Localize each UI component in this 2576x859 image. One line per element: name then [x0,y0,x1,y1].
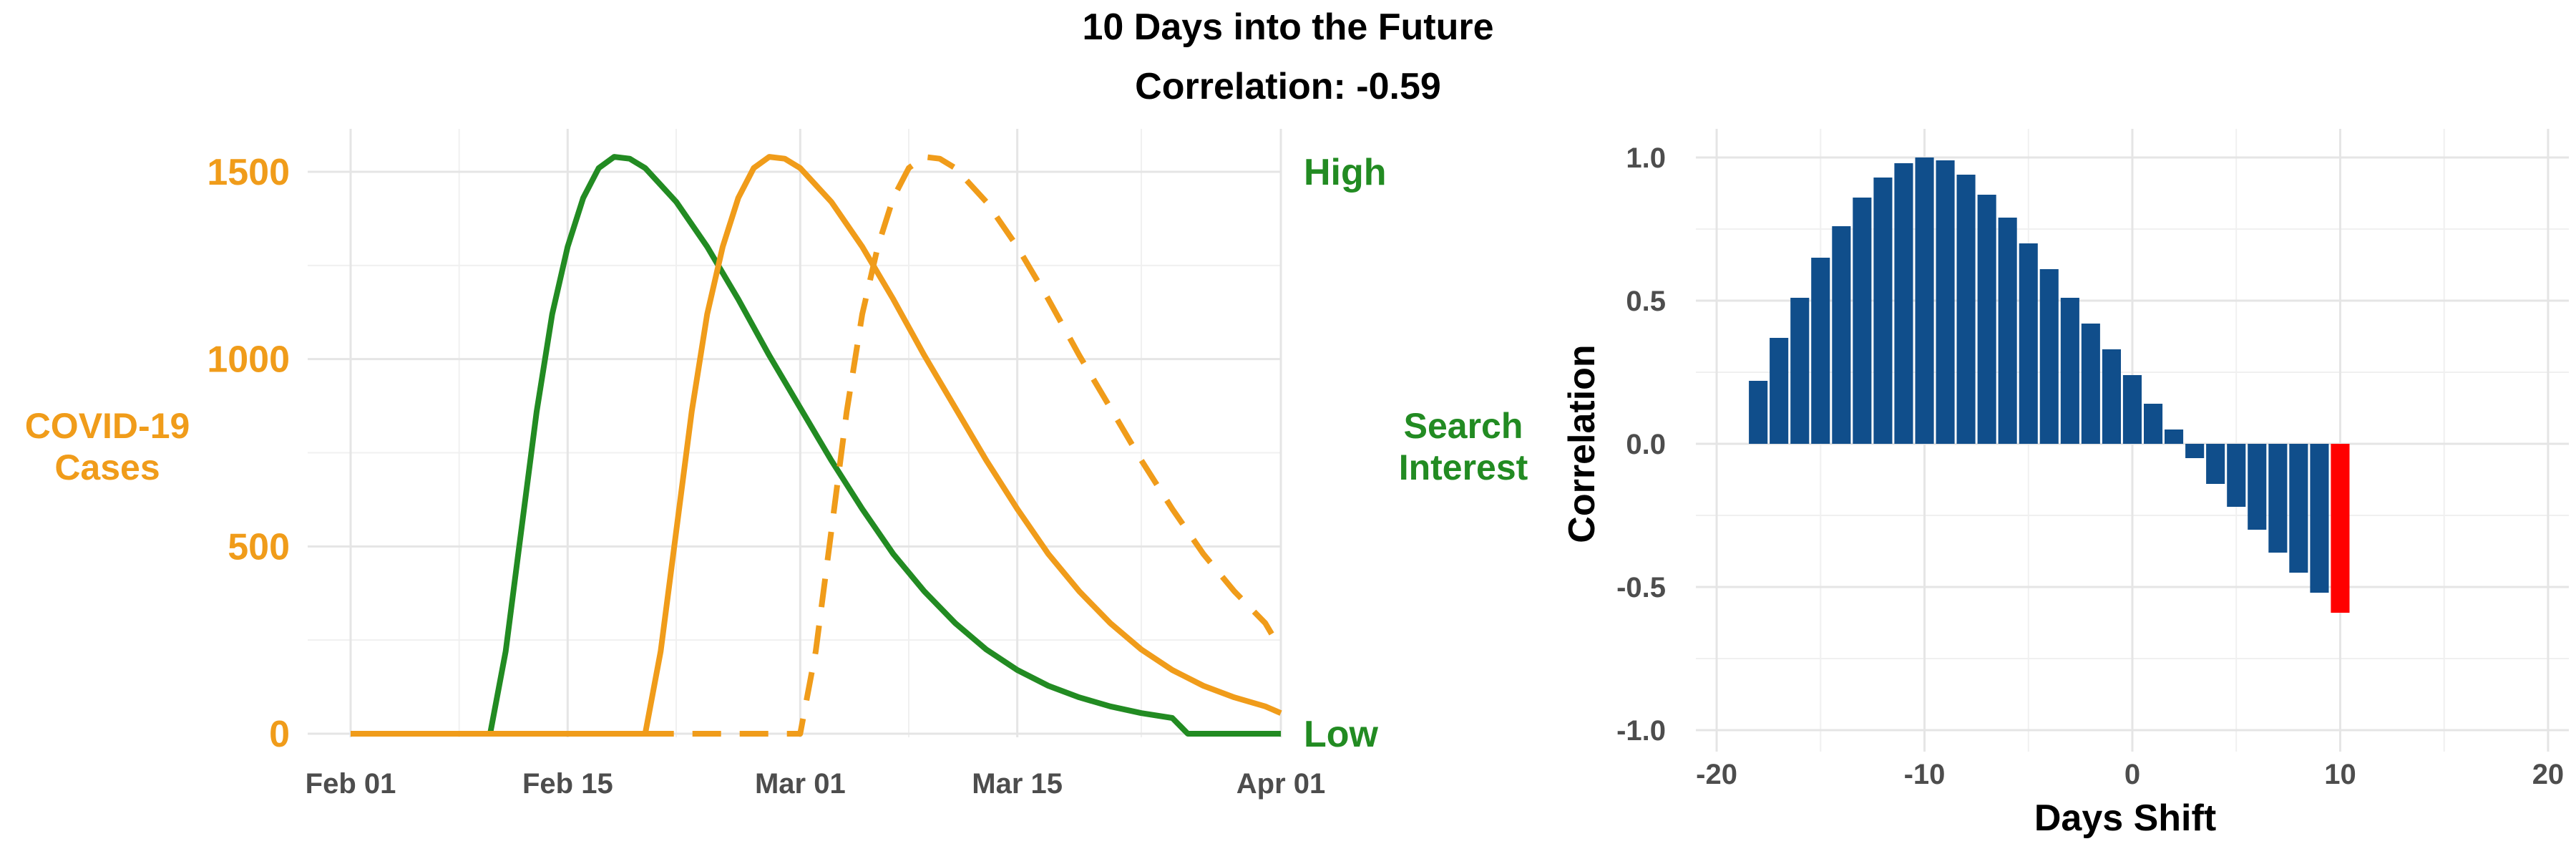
correlation-bar [1853,198,1872,444]
y-tick-label: -0.5 [1616,572,1666,603]
bar-y-axis-label: Correlation [1561,344,1603,543]
left-series [351,154,1284,737]
x-tick-label: Feb 01 [306,768,396,800]
chart-title: 10 Days into the Future [1083,6,1494,48]
correlation-bar [1873,178,1893,444]
correlation-bar [2185,444,2205,458]
x-tick-label: Apr 01 [1236,768,1326,800]
search-interest-axis-label: Search Interest [1399,406,1528,487]
x-tick-label: 20 [2532,759,2565,790]
correlation-bar [1956,175,1976,444]
cases-line [351,154,1282,737]
bar-x-axis-label: Days Shift [2034,797,2216,839]
highlighted-correlation-bar [2331,444,2350,613]
left-tick-labels: Feb 01 Feb 15 Mar 01 Mar 15 Apr 01 0 500 1000 15… [207,152,1386,800]
bar-tick-labels: -20 -10 0 10 20 -1.0 -0.5 0.0 0.5 1.0 [1616,142,2564,790]
x-tick-label: -20 [1696,759,1737,790]
x-tick-label: 0 [2124,759,2140,790]
correlation-bar [2165,430,2184,444]
correlation-bar [1749,381,1768,444]
time-series-panel: Feb 01 Feb 15 Mar 01 Mar 15 Apr 01 0 500 1000 15… [25,129,1528,800]
x-tick-label: Feb 15 [522,768,613,800]
correlation-bar [2268,444,2288,553]
correlation-bar [2039,269,2059,444]
y-tick-label: 0.0 [1626,429,1666,460]
x-tick-label: Mar 15 [972,768,1063,800]
y-tick-label: -1.0 [1616,715,1666,747]
y-left-tick-label: 0 [269,714,290,755]
correlation-bar [1790,298,1810,444]
correlation-bar [2122,375,2142,444]
x-tick-label: 10 [2324,759,2356,790]
correlation-bar [2081,324,2100,444]
correlation-bar [1811,258,1830,444]
y-left-tick-label: 1500 [207,152,290,193]
y-tick-label: 0.5 [1626,286,1666,317]
y-right-tick-label: High [1304,152,1387,193]
correlation-bar [2227,444,2246,507]
y-left-tick-label: 500 [228,526,290,568]
bar-series [1749,157,2350,613]
correlation-bar [1832,226,1851,444]
correlation-bar [1936,160,1955,444]
search-interest-line [351,154,1281,737]
axis-label-line: Search [1404,406,1523,446]
x-tick-label: -10 [1904,759,1946,790]
correlation-bar [1770,338,1789,444]
cases-axis-label: COVID-19 Cases [25,406,190,487]
bar-gridlines [1696,129,2569,752]
correlation-bar [1977,195,1996,444]
axis-label-line: Interest [1399,447,1528,487]
correlation-bar [1894,163,1913,444]
correlation-bar [2019,243,2038,444]
y-right-tick-label: Low [1304,714,1379,755]
correlation-bar [1915,157,1934,444]
correlation-bar [2310,444,2329,593]
correlation-bar [2206,444,2225,484]
correlation-bar [2102,349,2121,444]
correlation-bar-panel: -20 -10 0 10 20-1.0-0.50.00.51.0 Days Shift … [1561,129,2569,839]
correlation-bar [2060,298,2079,444]
correlation-bar [1998,218,2017,444]
axis-label-line: Cases [54,447,160,487]
axis-label-line: COVID-19 [25,406,190,446]
chart-subtitle: Correlation: -0.59 [1135,66,1441,107]
y-left-tick-label: 1000 [207,339,290,381]
correlation-bar [2248,444,2267,530]
x-tick-label: Mar 01 [755,768,846,800]
correlation-bar [2289,444,2308,573]
cases-shifted-line [645,154,1284,737]
y-tick-label: 1.0 [1626,142,1666,174]
correlation-bar [2144,404,2163,444]
